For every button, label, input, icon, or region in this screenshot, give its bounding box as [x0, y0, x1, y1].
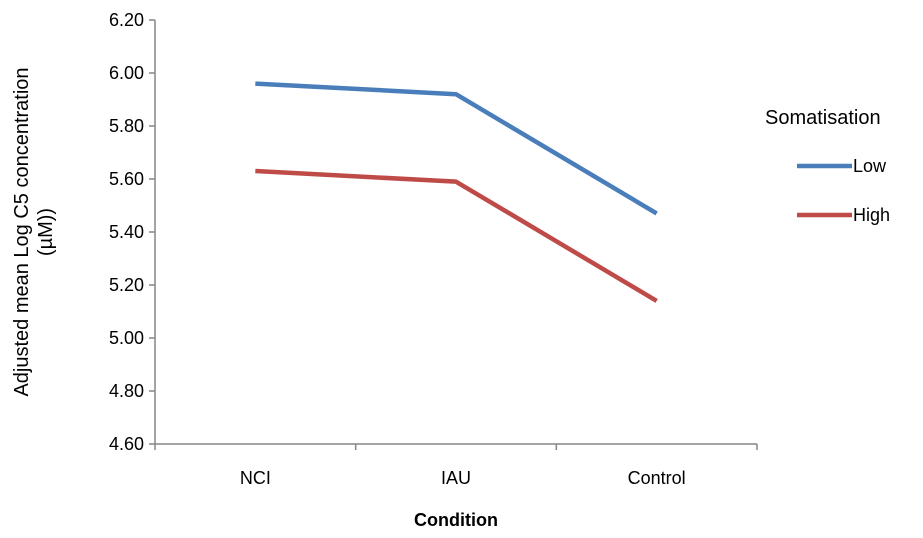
series-layer — [255, 84, 656, 301]
x-ticks: NCI IAU Control — [155, 444, 757, 488]
legend-title: Somatisation — [765, 107, 881, 129]
y-ticks: 4.60 4.80 5.00 5.20 5.40 5.60 5.80 6.00 6.20 — [109, 10, 155, 454]
y-tick-label: 5.00 — [109, 328, 144, 348]
series-line-low — [255, 84, 656, 214]
y-tick-label: 5.20 — [109, 275, 144, 295]
x-tick-label: NCI — [240, 468, 271, 488]
y-tick-label: 6.20 — [109, 10, 144, 30]
series-line-high — [255, 171, 656, 301]
legend-label-high: High — [853, 205, 890, 225]
y-tick-label: 5.40 — [109, 222, 144, 242]
x-axis-title: Condition — [414, 510, 498, 530]
axes: 4.60 4.80 5.00 5.20 5.40 5.60 5.80 6.00 6.20 NCI… — [109, 10, 757, 488]
y-tick-label: 4.80 — [109, 381, 144, 401]
y-axis-title-line-1: Adjusted mean Log C5 concentration — [11, 67, 33, 396]
y-tick-label: 5.60 — [109, 169, 144, 189]
x-tick-label: Control — [628, 468, 686, 488]
legend-items: Low High — [797, 156, 890, 225]
x-tick-label: IAU — [441, 468, 471, 488]
y-tick-label: 6.00 — [109, 63, 144, 83]
y-axis-title: Adjusted mean Log C5 concentration (µM)) — [11, 67, 57, 396]
y-tick-label: 5.80 — [109, 116, 144, 136]
legend: Somatisation Low High — [765, 107, 890, 225]
y-tick-label: 4.60 — [109, 434, 144, 454]
y-axis-title-line-2: (µM)) — [35, 208, 57, 256]
legend-label-low: Low — [853, 156, 887, 176]
